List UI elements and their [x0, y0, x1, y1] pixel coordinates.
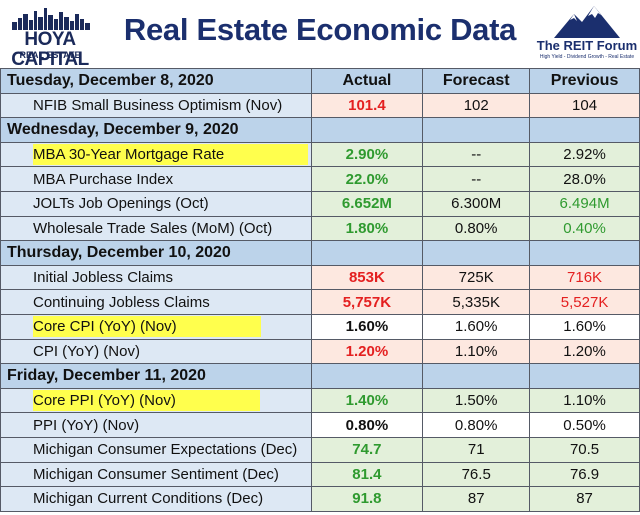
date-header-row: Friday, December 11, 2020	[0, 363, 640, 389]
previous-value: 28.0%	[529, 166, 640, 192]
actual-value: 1.80%	[310, 215, 424, 242]
column-header-forecast: Forecast	[422, 68, 531, 94]
date-header-row: Wednesday, December 9, 2020	[0, 117, 640, 143]
forecast-value: 71	[422, 436, 531, 463]
row-label: Initial Jobless Claims	[0, 264, 312, 291]
forecast-value: 725K	[422, 264, 531, 291]
table-row: Initial Jobless Claims 853K 725K 716K	[0, 264, 640, 291]
actual-value: 6.652M	[310, 190, 424, 217]
forecast-value: 5,335K	[422, 289, 531, 315]
column-header-previous: Previous	[529, 68, 640, 94]
actual-value: 1.20%	[310, 338, 424, 365]
row-label: Core CPI (YoY) (Nov)	[0, 313, 312, 340]
forecast-value: --	[422, 166, 531, 192]
table-row: Core CPI (YoY) (Nov) 1.60% 1.60% 1.60%	[0, 313, 640, 340]
table-row: Wholesale Trade Sales (MoM) (Oct) 1.80% …	[0, 215, 640, 242]
highlighted-label: Core PPI (YoY) (Nov)	[33, 390, 260, 412]
mountain-icon	[554, 6, 620, 38]
previous-value: 1.60%	[529, 313, 640, 340]
actual-value: 101.4	[310, 92, 424, 119]
previous-value: 70.5	[529, 436, 640, 463]
actual-value: 22.0%	[310, 166, 424, 192]
row-label: CPI (YoY) (Nov)	[0, 338, 312, 365]
previous-value: 1.10%	[529, 387, 640, 414]
previous-value: 716K	[529, 264, 640, 291]
table-row: Continuing Jobless Claims 5,757K 5,335K …	[0, 289, 640, 315]
forecast-value: --	[422, 141, 531, 168]
forecast-value: 87	[422, 486, 531, 512]
previous-value: 0.40%	[529, 215, 640, 242]
actual-value: 91.8	[310, 486, 424, 512]
reit-forum-logo: The REIT Forum High Yield - Dividend Gro…	[536, 4, 638, 64]
row-label: MBA Purchase Index	[0, 166, 312, 192]
previous-value: 87	[529, 486, 640, 512]
forecast-value: 1.50%	[422, 387, 531, 414]
section-date: Friday, December 11, 2020	[0, 363, 312, 389]
forecast-value: 102	[422, 92, 531, 119]
economic-data-table: Tuesday, December 8, 2020 Actual Forecas…	[0, 68, 640, 512]
forecast-value: 76.5	[422, 461, 531, 488]
table-row: Michigan Current Conditions (Dec) 91.8 8…	[0, 486, 640, 512]
table-row: PPI (YoY) (Nov) 0.80% 0.80% 0.50%	[0, 412, 640, 438]
table-row: MBA 30-Year Mortgage Rate 2.90% -- 2.92%	[0, 141, 640, 168]
table-row: Michigan Consumer Expectations (Dec) 74.…	[0, 436, 640, 463]
skyline-icon	[12, 8, 90, 30]
hoya-capital-brand: HOYA CAPITAL	[11, 29, 89, 70]
previous-value: 104	[529, 92, 640, 119]
forecast-value: 0.80%	[422, 215, 531, 242]
forecast-value: 0.80%	[422, 412, 531, 438]
table-row: NFIB Small Business Optimism (Nov) 101.4…	[0, 92, 640, 119]
forecast-value: 1.10%	[422, 338, 531, 365]
reit-forum-brand: The REIT Forum	[536, 38, 638, 53]
actual-value: 1.60%	[310, 313, 424, 340]
row-label: Michigan Current Conditions (Dec)	[0, 486, 312, 512]
previous-value: 0.50%	[529, 412, 640, 438]
previous-value: 1.20%	[529, 338, 640, 365]
column-header-actual: Actual	[310, 68, 424, 94]
actual-value: 2.90%	[310, 141, 424, 168]
date-header-row: Tuesday, December 8, 2020 Actual Forecas…	[0, 68, 640, 94]
highlighted-label: MBA 30-Year Mortgage Rate	[33, 144, 309, 166]
previous-value: 2.92%	[529, 141, 640, 168]
section-date: Wednesday, December 9, 2020	[0, 117, 312, 143]
hoya-capital-logo: HOYA CAPITAL REAL ESTATE	[6, 6, 94, 70]
previous-value: 5,527K	[529, 289, 640, 315]
actual-value: 5,757K	[310, 289, 424, 315]
section-date: Thursday, December 10, 2020	[0, 240, 312, 266]
page-title: Real Estate Economic Data	[123, 12, 517, 47]
hoya-capital-sub: REAL ESTATE	[19, 50, 81, 60]
table-row: JOLTs Job Openings (Oct) 6.652M 6.300M 6…	[0, 190, 640, 217]
row-label: JOLTs Job Openings (Oct)	[0, 190, 312, 217]
row-label: Michigan Consumer Expectations (Dec)	[0, 436, 312, 463]
actual-value: 81.4	[310, 461, 424, 488]
date-header-row: Thursday, December 10, 2020	[0, 240, 640, 266]
row-label: Wholesale Trade Sales (MoM) (Oct)	[0, 215, 312, 242]
actual-value: 74.7	[310, 436, 424, 463]
actual-value: 853K	[310, 264, 424, 291]
table-row: Core PPI (YoY) (Nov) 1.40% 1.50% 1.10%	[0, 387, 640, 414]
forecast-value: 1.60%	[422, 313, 531, 340]
reit-forum-tagline: High Yield - Dividend Growth - Real Esta…	[539, 54, 635, 60]
previous-value: 6.494M	[529, 190, 640, 217]
highlighted-label: Core CPI (YoY) (Nov)	[33, 316, 261, 338]
row-label: Core PPI (YoY) (Nov)	[0, 387, 312, 414]
table-row: MBA Purchase Index 22.0% -- 28.0%	[0, 166, 640, 192]
actual-value: 1.40%	[310, 387, 424, 414]
forecast-value: 6.300M	[422, 190, 531, 217]
row-label: NFIB Small Business Optimism (Nov)	[0, 92, 312, 119]
previous-value: 76.9	[529, 461, 640, 488]
table-row: Michigan Consumer Sentiment (Dec) 81.4 7…	[0, 461, 640, 488]
row-label: MBA 30-Year Mortgage Rate	[0, 141, 312, 168]
row-label: PPI (YoY) (Nov)	[0, 412, 312, 438]
row-label: Michigan Consumer Sentiment (Dec)	[0, 461, 312, 488]
header: HOYA CAPITAL REAL ESTATE Real Estate Eco…	[0, 0, 640, 70]
row-label: Continuing Jobless Claims	[0, 289, 312, 315]
table-row: CPI (YoY) (Nov) 1.20% 1.10% 1.20%	[0, 338, 640, 365]
section-date: Tuesday, December 8, 2020	[0, 68, 312, 94]
actual-value: 0.80%	[310, 412, 424, 438]
